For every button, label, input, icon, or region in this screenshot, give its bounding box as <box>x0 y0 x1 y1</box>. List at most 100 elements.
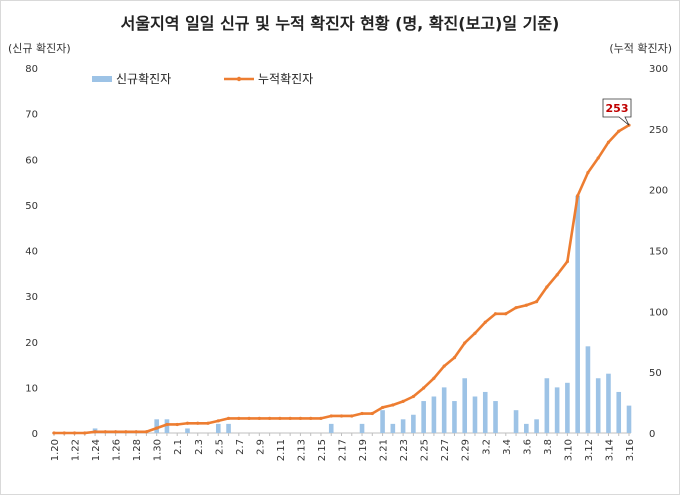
x-tick-label: 2.13 <box>296 439 307 461</box>
x-tick-label: 2.5 <box>214 439 225 455</box>
bar-new-cases <box>575 195 580 433</box>
line-point <box>268 416 272 420</box>
x-tick-label: 2.3 <box>194 439 205 455</box>
x-tick-label: 2.17 <box>338 439 349 461</box>
line-point <box>411 394 415 399</box>
line-point <box>226 416 231 420</box>
legend-marker-line <box>236 76 242 82</box>
x-tick-label: 1.28 <box>132 439 143 461</box>
bar-new-cases <box>544 378 550 433</box>
y-right-tick-label: 0 <box>649 429 655 440</box>
bar-new-cases <box>472 396 478 433</box>
line-point <box>124 430 128 434</box>
bar-new-cases <box>595 378 601 433</box>
x-tick-label: 3.16 <box>625 439 636 461</box>
line-point <box>483 320 487 324</box>
line-point <box>463 341 467 345</box>
annotation-callout-box <box>602 98 632 126</box>
line-point <box>339 414 344 418</box>
x-tick-label: 1.22 <box>71 439 82 461</box>
line-point <box>370 411 374 416</box>
x-tick-label: 3.10 <box>563 439 574 461</box>
bar-new-cases <box>400 419 406 433</box>
bar-new-cases <box>441 387 447 433</box>
y-left-tick-label: 0 <box>32 429 38 440</box>
bar-new-cases <box>421 401 426 433</box>
x-tick-label: 2.25 <box>420 439 431 461</box>
line-point <box>237 416 241 420</box>
line-point <box>288 416 292 420</box>
line-point <box>309 416 313 420</box>
bar-new-cases <box>513 410 519 433</box>
x-tick-label: 3.14 <box>604 439 615 461</box>
line-point <box>422 386 426 390</box>
line-point <box>504 312 508 316</box>
line-point <box>473 331 477 335</box>
legend-label-bar: 신규확진자 <box>116 72 171 86</box>
x-tick-label: 2.21 <box>379 439 390 461</box>
line-cumulative <box>54 124 630 435</box>
y-right-tick-label: 200 <box>649 186 668 197</box>
y-right-tick-label: 150 <box>649 247 668 258</box>
bar-new-cases <box>462 378 468 433</box>
line-point <box>350 414 354 418</box>
line-point <box>52 431 56 435</box>
line-point <box>329 414 333 418</box>
line-point <box>247 416 251 420</box>
bar-new-cases <box>565 382 570 433</box>
line-point <box>185 421 190 425</box>
x-tick-label: 2.23 <box>399 439 410 461</box>
x-tick-label: 2.29 <box>461 439 472 461</box>
y-right-tick-label: 100 <box>649 307 668 318</box>
chart-title: 서울지역 일일 신규 및 누적 확진자 현황 (명, 확진(보고)일 기준) <box>120 14 560 33</box>
left-axis-title: (신규 확진자) <box>8 42 71 55</box>
line-point <box>617 129 621 133</box>
line-point <box>596 156 600 160</box>
line-point <box>62 431 66 435</box>
line-point <box>380 405 385 410</box>
line-point <box>606 140 611 144</box>
y-left-tick-label: 80 <box>25 64 38 75</box>
right-axis-title: (누적 확진자) <box>609 42 672 55</box>
y-left-tick-label: 50 <box>25 201 38 212</box>
line-point <box>72 431 77 435</box>
line-point <box>134 430 138 434</box>
x-tick-label: 2.11 <box>276 439 287 461</box>
legend-swatch-bar <box>92 76 112 82</box>
line-point <box>452 355 457 360</box>
line-point <box>524 303 528 307</box>
x-tick-label: 3.12 <box>584 439 595 461</box>
x-tick-label: 3.6 <box>522 439 533 455</box>
line-point <box>114 430 118 434</box>
x-tick-label: 1.26 <box>112 439 123 461</box>
line-point <box>360 411 364 416</box>
bar-new-cases <box>215 423 221 433</box>
line-point <box>576 194 580 198</box>
y-left-tick-label: 20 <box>25 338 38 349</box>
x-tick-label: 3.2 <box>481 439 492 455</box>
line-point <box>155 426 159 430</box>
bar-new-cases <box>606 373 611 433</box>
line-point <box>103 430 107 434</box>
line-point <box>298 416 303 420</box>
line-point <box>83 431 87 435</box>
line-point <box>534 300 539 304</box>
y-right-tick-label: 300 <box>649 64 668 75</box>
bar-new-cases <box>616 391 622 433</box>
x-tick-label: 2.7 <box>235 439 246 455</box>
x-tick-label: 2.1 <box>173 439 184 455</box>
bar-new-cases <box>390 423 396 433</box>
x-tick-label: 2.27 <box>440 439 451 461</box>
line-point <box>442 364 446 368</box>
bar-new-cases <box>328 423 334 433</box>
x-tick-label: 1.24 <box>91 439 102 461</box>
bar-new-cases <box>185 428 190 433</box>
bar-new-cases <box>626 405 632 433</box>
bar-new-cases <box>359 423 365 433</box>
bar-new-cases <box>164 419 170 433</box>
line-point <box>175 422 179 427</box>
bar-new-cases <box>154 419 159 433</box>
x-tick-label: 1.30 <box>153 439 164 461</box>
line-point <box>565 259 569 264</box>
